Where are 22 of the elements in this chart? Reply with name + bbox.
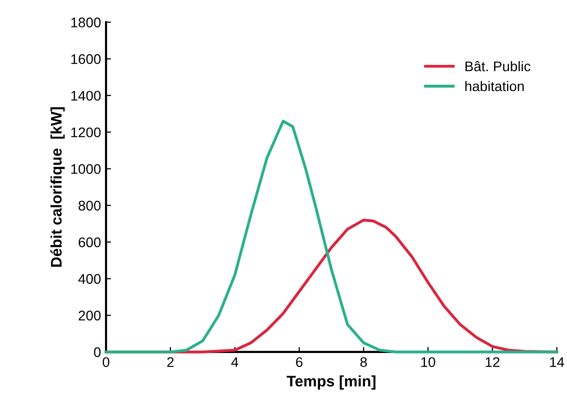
y-tick-label: 800 [78,200,101,211]
x-tick-label: 2 [167,357,174,367]
x-axis-title: Temps [min] [286,375,376,390]
x-tick-label: 8 [360,357,367,368]
y-tick-label: 1000 [71,164,101,174]
y-axis-title: Débit calorifique [kW] [50,107,65,267]
x-tick-label: 0 [102,357,110,368]
y-tick-label: 1800 [71,18,101,28]
x-tick-label: 12 [486,357,500,367]
x-tick-label: 4 [231,357,238,367]
y-tick-label: 1400 [71,90,101,101]
y-tick-label: 200 [78,310,101,320]
y-tick-label: 600 [78,237,101,248]
y-tick-label: 400 [78,274,101,284]
legend-label: Bât. Public [466,61,530,72]
x-tick-label: 10 [421,357,436,368]
x-tick-label: 14 [550,357,564,367]
y-tick-label: 1200 [71,127,101,138]
y-tick-label: 1600 [71,54,101,64]
y-tick-label: 0 [94,347,101,358]
legend-label: habitation [465,80,524,92]
x-tick-label: 6 [296,357,302,368]
